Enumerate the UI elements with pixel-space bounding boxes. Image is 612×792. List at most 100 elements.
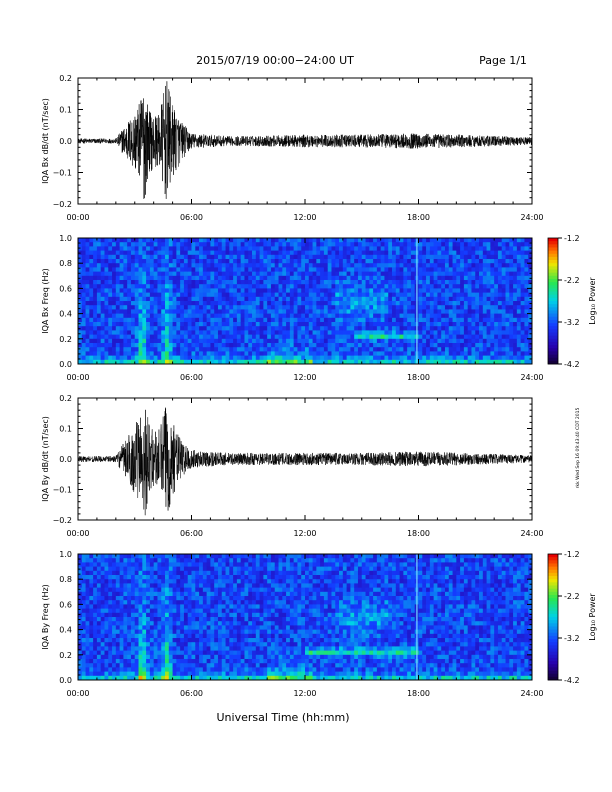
spectrogram-cell — [146, 263, 151, 268]
spectrogram-cell — [422, 313, 427, 319]
spectrogram-cell — [467, 263, 472, 268]
spectrogram-cell — [316, 343, 321, 348]
spectrogram-cell — [195, 351, 200, 356]
spectrogram-cell — [195, 570, 200, 576]
spectrogram-cell — [199, 271, 204, 277]
spectrogram-cell — [112, 280, 117, 285]
spectrogram-cell — [433, 343, 438, 348]
spectrogram-cell — [403, 313, 408, 319]
spectrogram-cell — [108, 642, 113, 647]
spectrogram-cell — [134, 617, 139, 622]
spectrogram-cell — [96, 330, 102, 335]
spectrogram-cell — [244, 347, 249, 352]
spectrogram-cell — [441, 246, 446, 251]
spectrogram-cell — [494, 296, 499, 302]
spectrogram-cell — [376, 246, 382, 251]
spectrogram-cell — [528, 292, 533, 298]
spectrogram-cell — [286, 309, 291, 314]
spectrogram-cell — [479, 246, 484, 251]
spectrogram-cell — [482, 326, 487, 331]
spectrogram-cell — [93, 617, 98, 622]
spectrogram-cell — [380, 317, 385, 323]
spectrogram-cell — [460, 317, 465, 323]
spectrogram-cell — [130, 288, 136, 293]
spectrogram-cell — [456, 254, 461, 260]
spectrogram-cell — [138, 355, 143, 361]
spectrogram-cell — [255, 351, 260, 356]
spectrogram-cell — [392, 317, 397, 323]
spectrogram-cell — [357, 288, 363, 293]
spectrogram-cell — [153, 359, 158, 365]
spectrogram-cell — [494, 313, 499, 319]
spectrogram-cell — [165, 671, 170, 677]
spectrogram-cell — [524, 301, 529, 306]
spectrogram-cell — [115, 570, 121, 576]
spectrogram-cell — [456, 250, 461, 256]
spectrogram-cell — [331, 296, 336, 302]
spectrogram-cell — [81, 301, 86, 306]
spectrogram-cell — [214, 238, 219, 243]
spectrogram-cell — [399, 305, 404, 310]
spectrogram-cell — [138, 591, 143, 597]
spectrogram-cell — [410, 259, 416, 264]
spectrogram-cell — [437, 309, 442, 314]
spectrogram-cell — [274, 343, 279, 348]
spectrogram-cell — [248, 254, 253, 260]
spectrogram-cell — [395, 284, 400, 289]
spectrogram-cell — [467, 238, 472, 243]
spectrogram-cell — [191, 654, 196, 660]
spectrogram-cell — [115, 263, 121, 268]
spectrogram-cell — [373, 246, 378, 251]
spectrogram-cell — [407, 305, 412, 310]
spectrogram-cell — [176, 259, 181, 264]
spectrogram-cell — [471, 355, 476, 361]
spectrogram-cell — [388, 238, 393, 243]
spectrogram-cell — [429, 355, 435, 361]
spectrogram-cell — [274, 292, 279, 298]
spectrogram-cell — [85, 334, 90, 340]
spectrogram-cell — [494, 317, 499, 323]
spectrogram-cell — [452, 250, 457, 256]
spectrogram-cell — [229, 347, 234, 352]
spectrogram-cell — [339, 242, 344, 247]
spectrogram-cell — [146, 250, 151, 256]
spectrogram-cell — [214, 275, 219, 281]
spectrogram-cell — [108, 271, 113, 277]
spectrogram-cell — [115, 625, 121, 630]
spectrogram-cell — [153, 338, 158, 344]
spectrogram-cell — [365, 334, 370, 340]
spectrogram-cell — [471, 351, 476, 356]
spectrogram-cell — [327, 296, 332, 302]
spectrogram-cell — [165, 579, 170, 584]
spectrogram-cell — [255, 296, 260, 302]
spectrogram-cell — [505, 296, 510, 302]
spectrogram-cell — [187, 326, 192, 331]
spectrogram-cell — [187, 313, 192, 319]
spectrogram-cell — [460, 347, 465, 352]
spectrogram-cell — [161, 322, 166, 327]
spectrogram-cell — [180, 617, 185, 622]
spectrogram-cell — [305, 263, 310, 268]
spectrogram-cell — [130, 271, 136, 277]
spectrogram-cell — [123, 638, 128, 643]
spectrogram-cell — [456, 288, 461, 293]
spectrogram-cell — [308, 301, 313, 306]
spectrogram-cell — [252, 271, 257, 277]
spectrogram-cell — [471, 326, 476, 331]
spectrogram-cell — [392, 296, 397, 302]
spectrogram-cell — [85, 570, 90, 576]
spectrogram-cell — [513, 313, 518, 319]
spectrogram-cell — [301, 250, 306, 256]
spectrogram-cell — [486, 343, 491, 348]
spectrogram-cell — [429, 334, 435, 340]
spectrogram-cell — [153, 259, 158, 264]
spectrogram-cell — [176, 554, 181, 559]
spectrogram-cell — [289, 259, 295, 264]
spectrogram-cell — [494, 263, 499, 268]
spectrogram-cell — [119, 322, 124, 327]
spectrogram-cell — [127, 343, 132, 348]
spectrogram-cell — [104, 633, 109, 639]
colorbar-segment — [548, 307, 558, 311]
spectrogram-cell — [229, 322, 234, 327]
spectrogram-cell — [509, 355, 514, 361]
